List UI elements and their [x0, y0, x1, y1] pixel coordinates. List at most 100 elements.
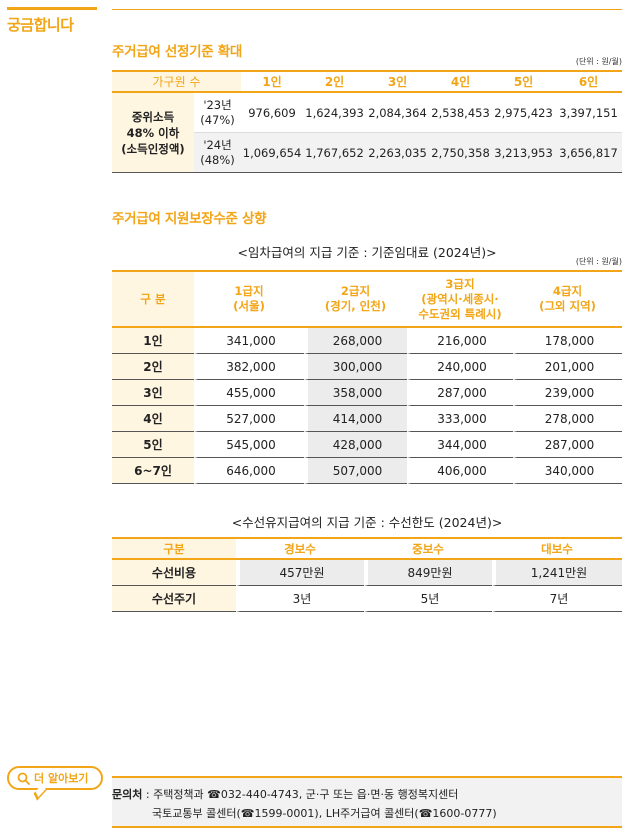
row-header: 2인 — [112, 354, 194, 380]
table-cell: 341,000 — [194, 328, 304, 354]
table-cell: 239,000 — [513, 380, 622, 406]
table-cell: 507,000 — [304, 458, 407, 484]
row-header: 수선주기 — [112, 586, 236, 612]
table-cell: 278,000 — [513, 406, 622, 432]
table-row: 4인 527,000 414,000 333,000 278,000 — [112, 406, 622, 432]
col-header-grade2: 2급지 (경기, 인천) — [304, 270, 407, 328]
table-cell: 287,000 — [513, 432, 622, 458]
col-header: 6인 — [555, 70, 623, 93]
inquiry-label: 문의처 — [112, 788, 143, 801]
contact-line-1: 문의처 : 주택정책과 ☎032-440-4743, 군·구 또는 읍·면·동 … — [112, 785, 622, 804]
section2-title: 주거급여 지원보장수준 상향 — [112, 211, 267, 227]
section2-unit: (단위 : 원/월) — [575, 257, 622, 266]
table-cell: 2,750,358 — [429, 133, 493, 173]
col-header: 경보수 — [236, 537, 364, 560]
table-cell: 3,656,817 — [555, 133, 623, 173]
table-cell: 333,000 — [407, 406, 513, 432]
col-header-grade4: 4급지 (그외 지역) — [513, 270, 622, 328]
table-cell: 344,000 — [407, 432, 513, 458]
table-cell: 340,000 — [513, 458, 622, 484]
section1-unit: (단위 : 원/월) — [575, 57, 622, 66]
table-cell: 646,000 — [194, 458, 304, 484]
section3-subtitle: <수선유지급여의 지급 기준 : 수선한도 (2024년)> — [231, 515, 503, 530]
header-household-size: 가구원 수 — [112, 70, 242, 93]
table-cell: 300,000 — [304, 354, 407, 380]
col-header: 3인 — [366, 70, 430, 93]
table-cell: 240,000 — [407, 354, 513, 380]
col-header: 중보수 — [364, 537, 492, 560]
header-category: 구분 — [112, 537, 236, 560]
row-header: 1인 — [112, 328, 194, 354]
table-cell: 178,000 — [513, 328, 622, 354]
contact-info-box: 문의처 : 주택정책과 ☎032-440-4743, 군·구 또는 읍·면·동 … — [112, 776, 622, 828]
table-cell: 216,000 — [407, 328, 513, 354]
col-header-line: 수도권외 특례시) — [418, 306, 502, 321]
repair-limit-table: 구분 경보수 중보수 대보수 수선비용 457만원 849만원 1,241만원 수선주기… — [112, 537, 622, 612]
row-header: 5인 — [112, 432, 194, 458]
table-cell: 382,000 — [194, 354, 304, 380]
table-row: 수선비용 457만원 849만원 1,241만원 — [112, 560, 622, 586]
top-rule — [112, 9, 622, 10]
row-header: 수선비용 — [112, 560, 236, 586]
table-cell: 406,000 — [407, 458, 513, 484]
table-cell: 414,000 — [304, 406, 407, 432]
learn-more-badge: 더 알아보기 — [7, 766, 103, 801]
table-row: 3인 455,000 358,000 287,000 239,000 — [112, 380, 622, 406]
learn-more-label: 더 알아보기 — [34, 772, 89, 785]
col-header: 대보수 — [492, 537, 622, 560]
table-cell: 3,213,953 — [492, 133, 556, 173]
col-header-line: (경기, 인천) — [324, 299, 387, 313]
table-cell: 2,975,423 — [492, 93, 556, 133]
table-cell: 457만원 — [236, 560, 364, 586]
section1-title: 주거급여 선정기준 확대 — [112, 44, 242, 60]
table-cell: 1,241만원 — [492, 560, 622, 586]
table-cell: 7년 — [492, 586, 622, 612]
section2-subtitle: <임차급여의 지급 기준 : 기준임대료 (2024년)> — [237, 245, 497, 260]
table-cell: 2,263,035 — [366, 133, 430, 173]
table-cell: 545,000 — [194, 432, 304, 458]
table-row: 2인 382,000 300,000 240,000 201,000 — [112, 354, 622, 380]
col-header-line: 1급지 — [234, 284, 264, 298]
table-cell: 201,000 — [513, 354, 622, 380]
col-header-line: (광역시·세종시· — [421, 291, 499, 306]
table-cell: 268,000 — [304, 328, 407, 354]
table-cell: 1,624,393 — [303, 93, 367, 133]
table-cell: 3년 — [236, 586, 364, 612]
row-header: 6~7인 — [112, 458, 194, 484]
year-label: '23년 — [203, 97, 232, 112]
contact-line-2: 국토교통부 콜센터(☎1599-0001), LH주거급여 콜센터(☎1600-… — [152, 807, 497, 820]
badge-tail — [33, 783, 47, 801]
table-row: 수선주기 3년 5년 7년 — [112, 586, 622, 612]
title-accent-bar — [7, 7, 97, 10]
row-header: 3인 — [112, 380, 194, 406]
row-label-line: 중위소득 — [131, 109, 175, 124]
table-row: 1인 341,000 268,000 216,000 178,000 — [112, 328, 622, 354]
table-cell: 849만원 — [364, 560, 492, 586]
col-header-line: 2급지 — [340, 284, 371, 298]
year-label: '24년 — [203, 137, 232, 152]
col-header-grade1: 1급지 (서울) — [194, 270, 304, 328]
col-header-line: (그외 지역) — [539, 299, 596, 313]
table-cell: 2,538,453 — [429, 93, 493, 133]
row-header-median-income: 중위소득 48% 이하 (소득인정액) — [112, 93, 194, 173]
col-header-line: (서울) — [233, 299, 265, 313]
col-header: 1인 — [241, 70, 304, 93]
year-percent: (47%) — [200, 112, 235, 127]
year-cell-2023: '23년 (47%) — [194, 93, 242, 133]
income-criteria-table: 가구원 수 1인 2인 3인 4인 5인 6인 중위소득 48% 이하 (소득인… — [112, 70, 623, 173]
col-header: 4인 — [429, 70, 493, 93]
table-cell: 1,069,654 — [241, 133, 304, 173]
page-side-title: 궁금합니다 — [7, 16, 74, 34]
contact-text: : 주택정책과 ☎032-440-4743, 군·구 또는 읍·면·동 행정복지… — [142, 788, 459, 801]
table-cell: 3,397,151 — [555, 93, 623, 133]
year-cell-2024: '24년 (48%) — [194, 133, 242, 173]
table-row: 6~7인 646,000 507,000 406,000 340,000 — [112, 458, 622, 484]
table-cell: 2,084,364 — [366, 93, 430, 133]
col-header-line: 3급지 — [445, 276, 475, 291]
table-cell: 976,609 — [241, 93, 304, 133]
year-percent: (48%) — [200, 152, 235, 167]
table-cell: 428,000 — [304, 432, 407, 458]
header-category: 구 분 — [112, 270, 194, 328]
table-row: 5인 545,000 428,000 344,000 287,000 — [112, 432, 622, 458]
table-cell: 455,000 — [194, 380, 304, 406]
